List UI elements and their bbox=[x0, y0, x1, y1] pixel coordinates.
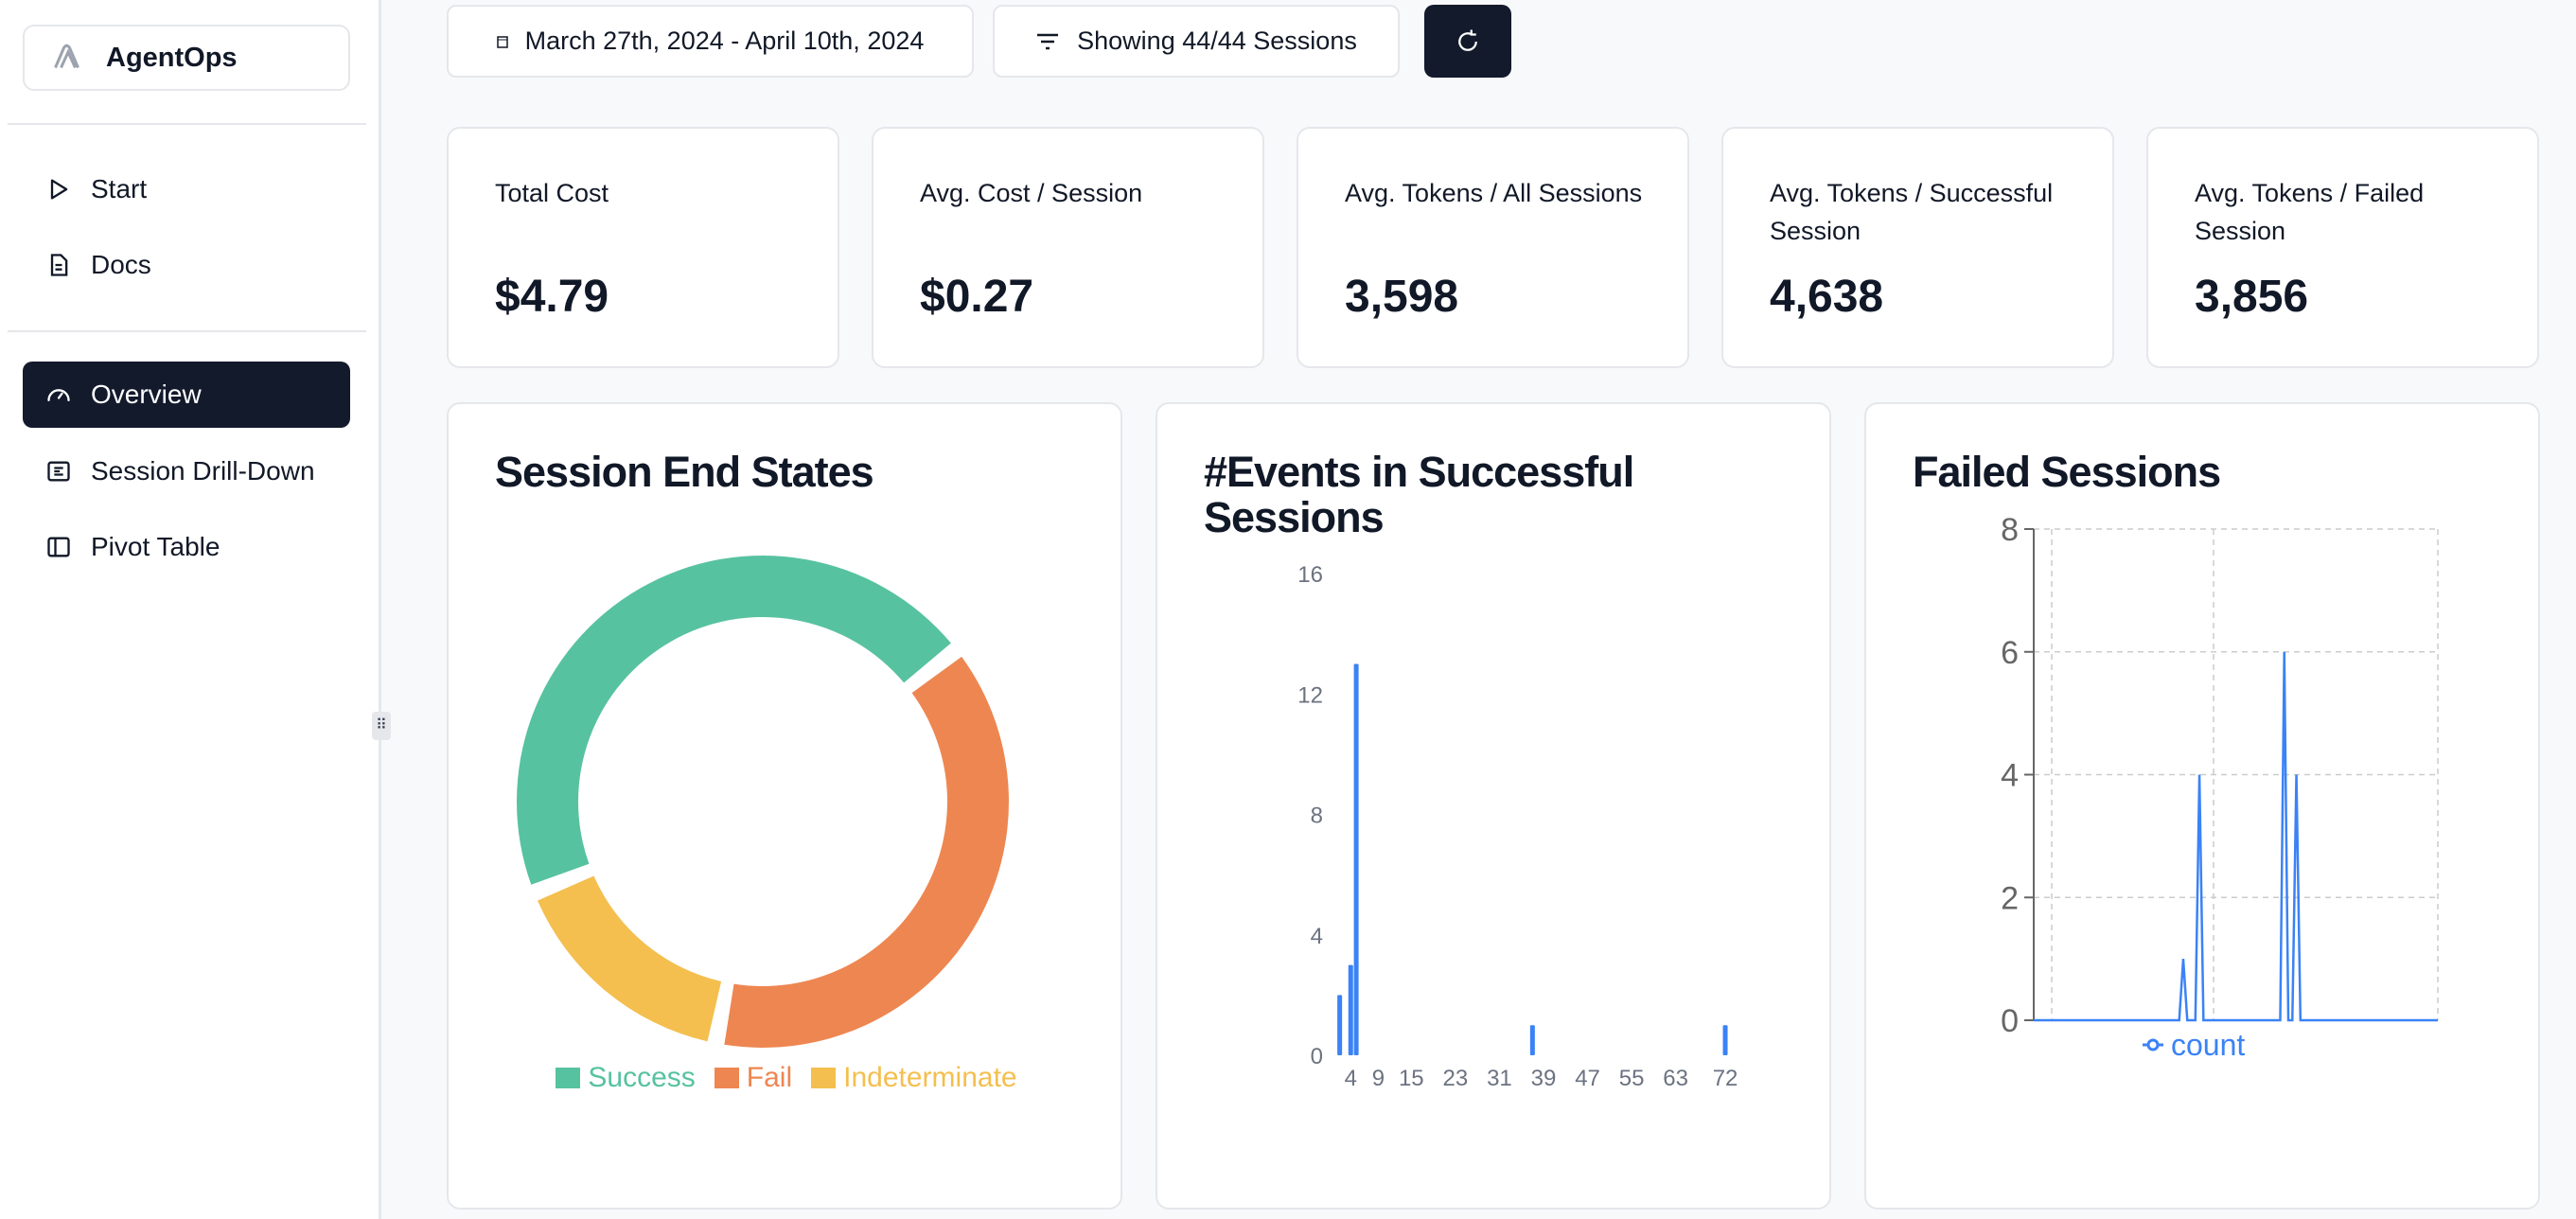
x-tick-label: 9 bbox=[1372, 1066, 1385, 1091]
panel-icon bbox=[47, 537, 70, 557]
histogram-bar bbox=[1348, 964, 1353, 1055]
x-tick-label: 23 bbox=[1443, 1066, 1469, 1091]
chart-title: Failed Sessions bbox=[1913, 448, 2221, 496]
x-tick-label: 55 bbox=[1619, 1066, 1645, 1091]
stat-label: Avg. Tokens / Failed Session bbox=[2195, 179, 2425, 245]
stat-label: Avg. Tokens / All Sessions bbox=[1345, 179, 1643, 207]
stat-card-avg-tokens-failed: Avg. Tokens / Failed Session 3,856 bbox=[2146, 127, 2539, 368]
y-tick-label: 8 bbox=[1311, 804, 1323, 829]
count-series-line bbox=[2034, 651, 2438, 1022]
sidebar-item-label: Docs bbox=[91, 250, 151, 279]
stat-card-total-cost: Total Cost $4.79 bbox=[447, 127, 839, 368]
play-icon bbox=[50, 179, 68, 200]
sidebar-item-label: Start bbox=[91, 174, 148, 203]
histogram-bar bbox=[1337, 995, 1343, 1055]
events-successful-card: #Events in Successful Sessions 0 4 8 12 16 4 9… bbox=[1156, 402, 1831, 1210]
legend-label: Fail bbox=[746, 1062, 793, 1093]
donut-slice-success bbox=[516, 555, 951, 885]
stat-label: Avg. Cost / Session bbox=[920, 179, 1143, 207]
legend-swatch bbox=[556, 1068, 581, 1088]
paperclip-logo-icon bbox=[54, 44, 79, 69]
sidebar-item-session-drill-down[interactable]: Session Drill-Down bbox=[23, 438, 350, 504]
sidebar-item-docs[interactable]: Docs bbox=[23, 232, 350, 298]
date-range-text: March 27th, 2024 - April 10th, 2024 bbox=[524, 26, 925, 55]
filter-icon bbox=[1037, 33, 1059, 49]
stat-card-avg-tokens-all: Avg. Tokens / All Sessions 3,598 bbox=[1297, 127, 1689, 368]
session-end-states-card: Session End States Success Fail Indeterm… bbox=[447, 402, 1122, 1210]
y-tick-label: 12 bbox=[1297, 682, 1323, 708]
refresh-icon bbox=[1458, 29, 1477, 51]
legend-swatch bbox=[811, 1068, 837, 1088]
calendar-icon bbox=[496, 35, 508, 48]
legend-item-fail[interactable]: Fail bbox=[714, 1062, 793, 1094]
sidebar-item-overview[interactable]: Overview bbox=[23, 362, 350, 428]
x-tick-label: 4 bbox=[1345, 1066, 1357, 1091]
divider bbox=[8, 123, 366, 125]
sidebar-item-label: Session Drill-Down bbox=[91, 456, 315, 486]
line-chart: 0 2 4 6 8 count bbox=[2001, 512, 2439, 1062]
histogram-bar bbox=[1722, 1025, 1728, 1055]
donut-chart bbox=[516, 555, 1009, 1048]
stat-value: 3,856 bbox=[2195, 272, 2309, 322]
stat-label: Avg. Tokens / Successful Session bbox=[1770, 179, 2054, 245]
brand-name: AgentOps bbox=[106, 42, 238, 73]
chart-title: Session End States bbox=[495, 448, 874, 496]
legend-label: count bbox=[2171, 1028, 2245, 1062]
x-tick-label: 15 bbox=[1399, 1066, 1424, 1091]
x-tick-label: 31 bbox=[1487, 1066, 1512, 1091]
y-tick-label: 0 bbox=[2001, 1003, 2019, 1039]
histogram-bar bbox=[1353, 663, 1359, 1055]
legend-item-success[interactable]: Success bbox=[556, 1062, 696, 1094]
x-tick-label: 63 bbox=[1663, 1066, 1688, 1091]
divider bbox=[8, 330, 366, 332]
y-tick-label: 2 bbox=[2001, 880, 2019, 916]
y-tick-label: 4 bbox=[2001, 758, 2019, 794]
sidebar-item-start[interactable]: Start bbox=[23, 156, 350, 222]
y-tick-label: 16 bbox=[1297, 562, 1323, 588]
sidebar: AgentOps Start Docs Overview Session Dri… bbox=[0, 0, 381, 1219]
stat-card-avg-tokens-success: Avg. Tokens / Successful Session 4,638 bbox=[1721, 127, 2114, 368]
legend-swatch bbox=[714, 1068, 739, 1088]
x-tick-label: 39 bbox=[1531, 1066, 1557, 1091]
donut-slice-indeterminate bbox=[537, 875, 722, 1042]
donut-slice-fail bbox=[724, 656, 1009, 1048]
session-filter-text: Showing 44/44 Sessions bbox=[1077, 26, 1357, 55]
session-filter-button[interactable]: Showing 44/44 Sessions bbox=[993, 5, 1400, 78]
y-tick-label: 6 bbox=[2001, 635, 2019, 671]
legend-marker-icon bbox=[2146, 1038, 2160, 1051]
legend-item-indeterminate[interactable]: Indeterminate bbox=[811, 1062, 1017, 1094]
failed-sessions-card: Failed Sessions 0 2 4 6 8 count bbox=[1864, 402, 2540, 1210]
stat-card-avg-cost: Avg. Cost / Session $0.27 bbox=[872, 127, 1264, 368]
sidebar-item-label: Pivot Table bbox=[91, 532, 221, 561]
chart-legend: Success Fail Indeterminate bbox=[449, 1062, 1120, 1094]
gauge-icon bbox=[47, 389, 70, 401]
y-tick-label: 8 bbox=[2001, 512, 2019, 548]
legend-label: Indeterminate bbox=[843, 1062, 1017, 1093]
x-tick-label: 72 bbox=[1713, 1066, 1738, 1091]
x-tick-label: 47 bbox=[1575, 1066, 1600, 1091]
y-tick-label: 4 bbox=[1311, 924, 1323, 949]
list-icon bbox=[47, 461, 70, 482]
histogram-bar bbox=[1529, 1025, 1535, 1055]
sidebar-item-pivot-table[interactable]: Pivot Table bbox=[23, 514, 350, 580]
stat-value: 3,598 bbox=[1345, 272, 1459, 322]
document-icon bbox=[50, 254, 68, 276]
date-range-picker[interactable]: March 27th, 2024 - April 10th, 2024 bbox=[447, 5, 974, 78]
chart-title: #Events in Successful Sessions bbox=[1204, 448, 1634, 541]
brand-logo-button[interactable]: AgentOps bbox=[23, 25, 350, 91]
refresh-button[interactable] bbox=[1424, 5, 1511, 78]
sidebar-item-label: Overview bbox=[91, 380, 202, 409]
legend-label: Success bbox=[588, 1062, 696, 1093]
stat-value: $4.79 bbox=[495, 272, 609, 322]
stat-value: $0.27 bbox=[920, 272, 1034, 322]
stat-label: Total Cost bbox=[495, 179, 609, 207]
sidebar-resize-handle[interactable]: ⠿ bbox=[372, 712, 391, 740]
y-tick-label: 0 bbox=[1311, 1044, 1323, 1069]
stat-value: 4,638 bbox=[1770, 272, 1884, 322]
